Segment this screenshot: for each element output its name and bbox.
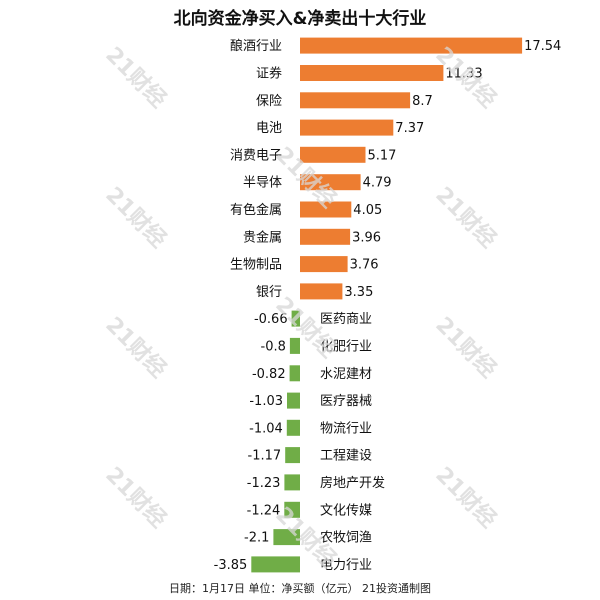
category-label-8: 生物制品 [230, 258, 282, 273]
category-label-9: 银行 [256, 285, 282, 300]
value-label-10: -0.66 [254, 312, 288, 327]
bar-10 [291, 310, 300, 327]
value-label-13: -1.03 [249, 394, 283, 409]
value-label-5: 4.79 [363, 176, 392, 191]
bar-6 [300, 201, 352, 218]
bar-15 [285, 447, 300, 464]
category-label-5: 半导体 [243, 176, 282, 191]
category-label-2: 保险 [256, 94, 282, 109]
bar-12 [289, 365, 300, 382]
category-label-12: 水泥建材 [320, 367, 372, 382]
chart-title: 北向资金净买入&净卖出十大行业 [173, 9, 427, 29]
category-label-7: 贵金属 [243, 229, 282, 245]
category-label-0: 酿酒行业 [230, 38, 282, 54]
bar-14 [286, 419, 300, 436]
category-label-1: 证券 [256, 66, 282, 82]
value-label-18: -2.1 [244, 531, 269, 546]
bar-9 [300, 283, 343, 300]
value-label-9: 3.35 [344, 285, 373, 300]
value-label-15: -1.17 [248, 449, 282, 464]
bar-16 [284, 474, 300, 491]
value-label-6: 4.05 [353, 203, 382, 218]
category-label-3: 电池 [256, 121, 282, 136]
bar-0 [300, 37, 523, 54]
value-label-0: 17.54 [524, 39, 561, 54]
value-label-8: 3.76 [350, 258, 379, 273]
bar-2 [300, 92, 411, 109]
bar-11 [289, 337, 300, 354]
category-label-13: 医疗器械 [320, 394, 372, 409]
category-label-18: 农牧饲渔 [320, 531, 372, 546]
category-label-6: 有色金属 [230, 202, 282, 218]
bar-8 [300, 256, 348, 273]
bar-19 [251, 556, 300, 573]
bar-13 [287, 392, 300, 409]
category-label-19: 电力行业 [320, 558, 372, 573]
value-label-2: 8.7 [412, 94, 433, 109]
category-label-14: 物流行业 [320, 421, 372, 436]
bar-3 [300, 119, 394, 136]
bar-4 [300, 146, 366, 163]
category-label-11: 化肥行业 [320, 339, 372, 354]
value-label-14: -1.04 [249, 421, 283, 436]
bar-18 [273, 529, 300, 546]
value-label-4: 5.17 [368, 148, 397, 163]
bar-7 [300, 228, 351, 245]
bar-17 [284, 501, 300, 518]
category-label-16: 房地产开发 [320, 475, 385, 491]
value-label-7: 3.96 [352, 230, 381, 245]
category-label-10: 医药商业 [320, 312, 372, 327]
value-label-17: -1.24 [247, 503, 281, 518]
bar-1 [300, 65, 444, 81]
bar-5 [300, 174, 361, 191]
value-label-3: 7.37 [395, 121, 424, 136]
chart-footnote: 日期：1月17日 单位：净买额（亿元） 21投资通制图 [169, 582, 431, 595]
category-label-15: 工程建设 [320, 449, 372, 464]
value-label-16: -1.23 [247, 476, 281, 491]
category-label-17: 文化传媒 [320, 503, 372, 518]
value-label-11: -0.8 [261, 339, 286, 354]
value-label-12: -0.82 [252, 367, 286, 382]
value-label-1: 11.33 [445, 67, 482, 82]
category-label-4: 消费电子 [230, 148, 282, 163]
value-label-19: -3.85 [214, 558, 248, 573]
